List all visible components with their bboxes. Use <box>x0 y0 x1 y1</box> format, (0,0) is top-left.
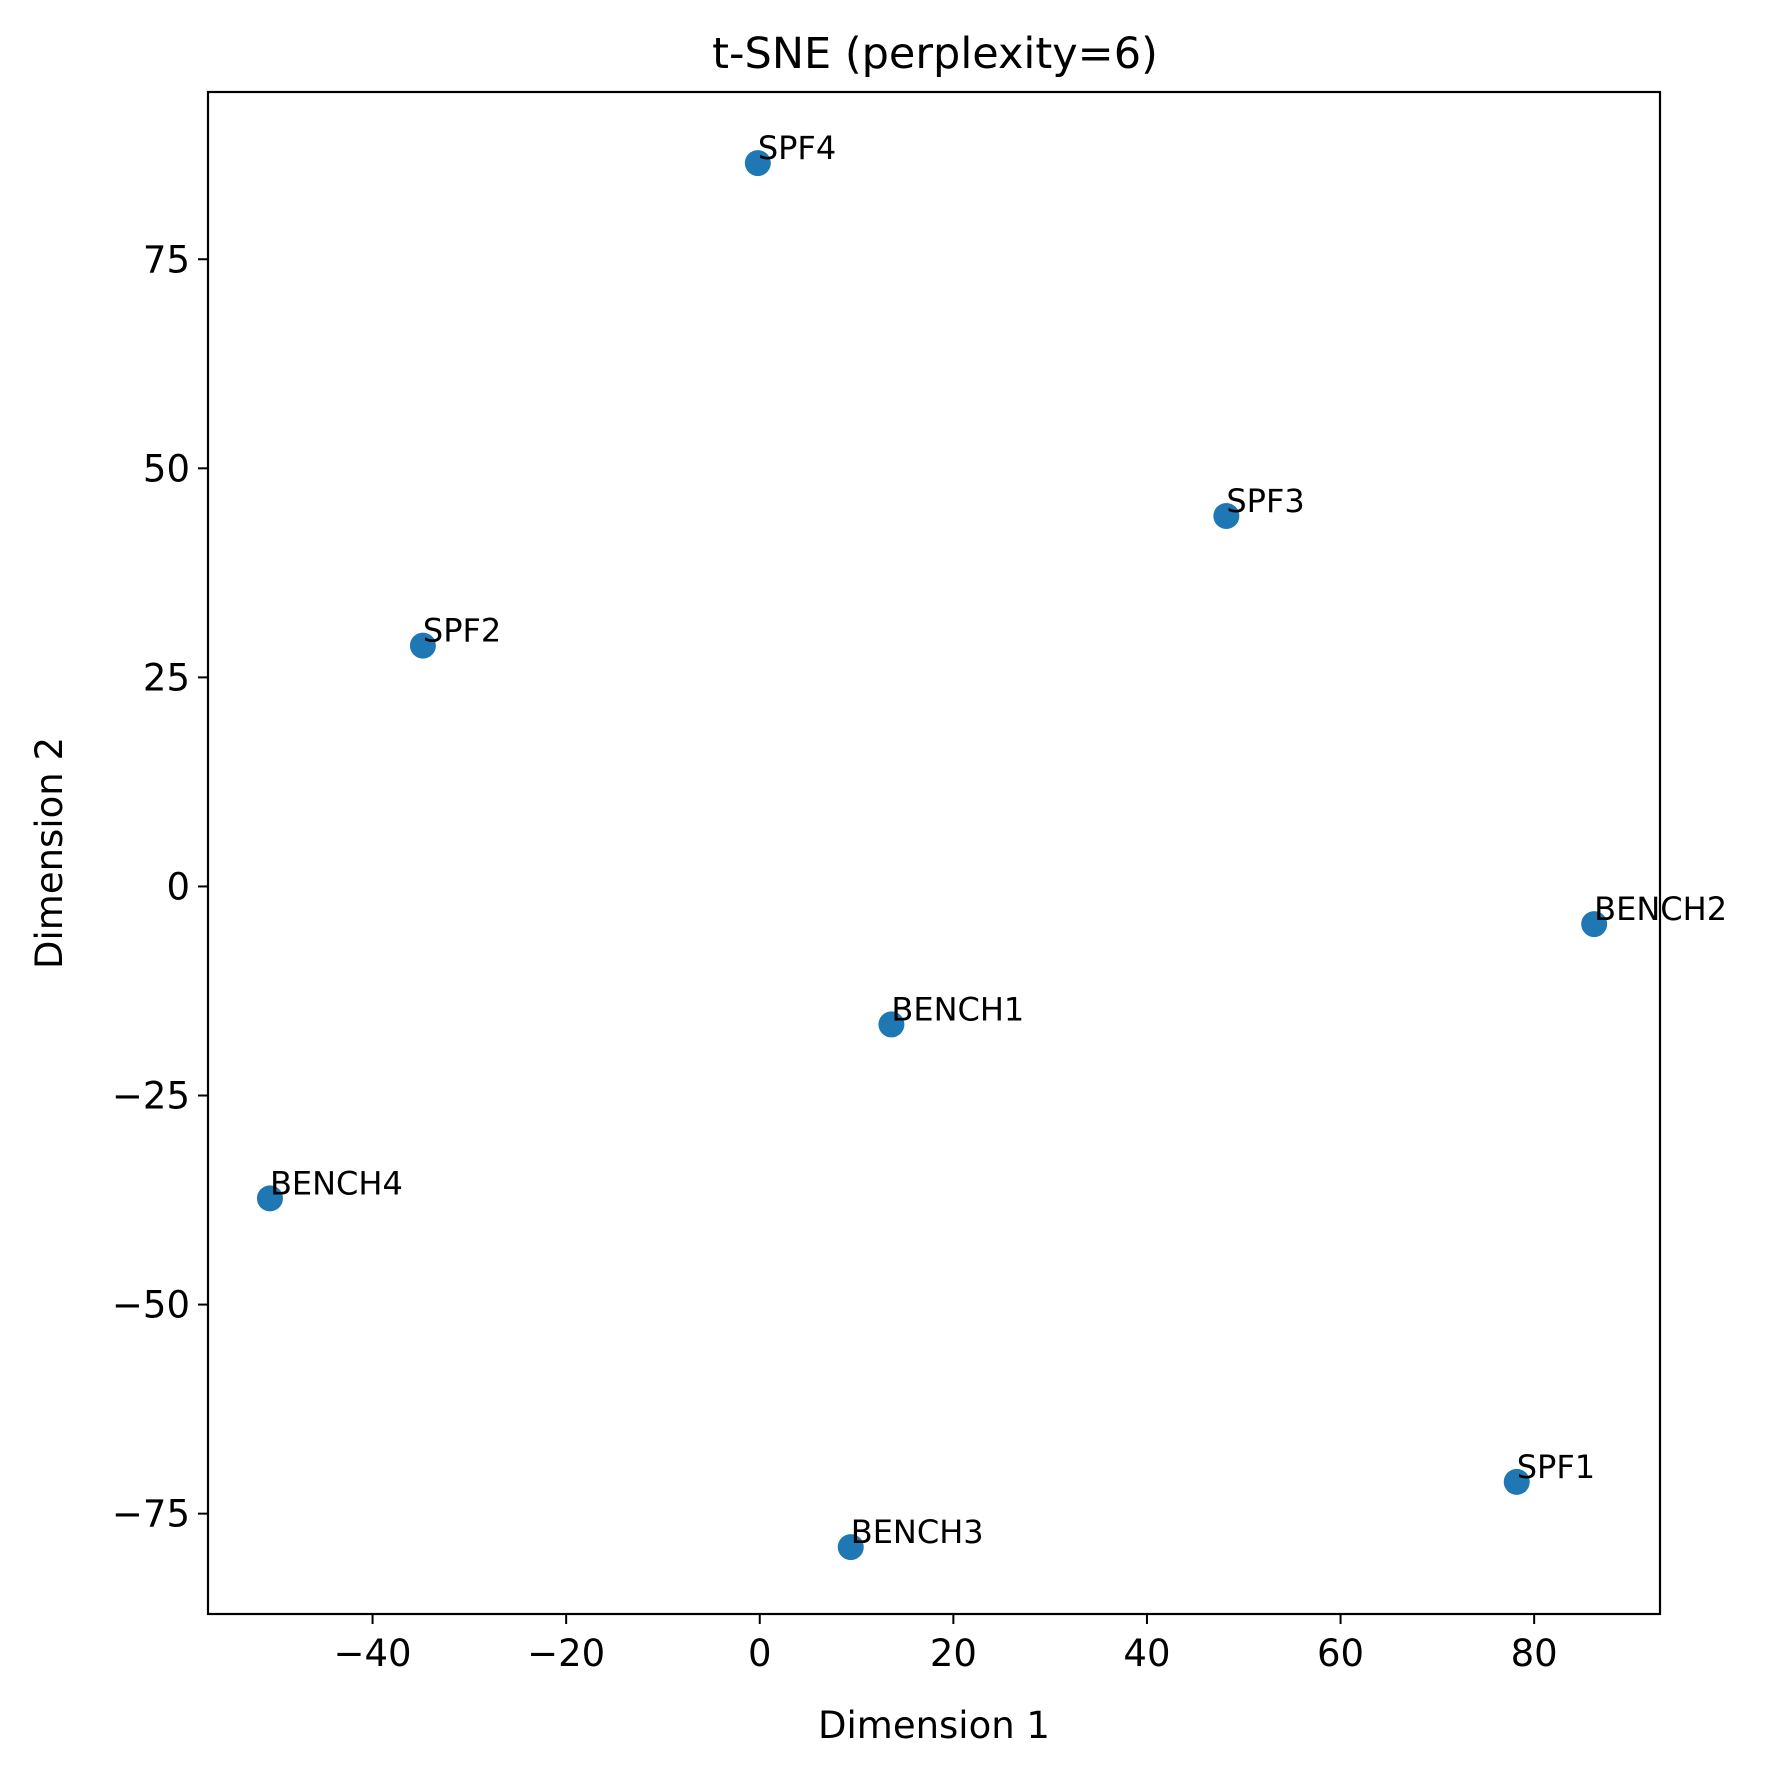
point-label: SPF3 <box>1226 482 1304 520</box>
x-tick-label: 20 <box>930 1632 977 1675</box>
plot-area: SPF4 SPF3 SPF2 BENCH2 BENCH1 BENCH4 SPF1 BENCH3 <box>206 90 1727 1616</box>
y-tick-label: 75 <box>143 238 190 281</box>
points-layer <box>256 150 1608 1561</box>
x-axis: −40 −20 0 20 40 60 80 <box>334 1614 1558 1675</box>
point-label: SPF1 <box>1517 1448 1595 1486</box>
data-point <box>837 1534 864 1561</box>
data-point <box>878 1011 905 1038</box>
y-tick-label: −50 <box>112 1284 190 1327</box>
point-label: BENCH3 <box>851 1513 984 1551</box>
y-tick-label: −75 <box>112 1493 190 1536</box>
y-tick-label: 50 <box>143 447 190 490</box>
data-point <box>1581 911 1608 938</box>
point-labels-layer: SPF4 SPF3 SPF2 BENCH2 BENCH1 BENCH4 SPF1 BENCH3 <box>270 129 1727 1551</box>
x-tick-label: −40 <box>334 1632 412 1675</box>
y-tick-label: −25 <box>112 1075 190 1118</box>
x-tick-label: 80 <box>1511 1632 1558 1675</box>
axes-frame <box>206 90 1662 1616</box>
point-label: BENCH2 <box>1594 890 1727 928</box>
data-point <box>1213 502 1240 529</box>
data-point <box>1503 1468 1530 1495</box>
point-label: BENCH1 <box>891 990 1024 1028</box>
y-tick-label: 25 <box>143 656 190 699</box>
chart-title: t-SNE (perplexity=6) <box>712 29 1158 79</box>
data-point <box>744 150 771 177</box>
point-label: BENCH4 <box>270 1164 403 1202</box>
x-tick-label: 40 <box>1123 1632 1170 1675</box>
point-label: SPF4 <box>758 129 836 167</box>
data-point <box>256 1185 283 1212</box>
x-tick-label: 0 <box>748 1632 772 1675</box>
x-axis-label: Dimension 1 <box>818 1704 1050 1747</box>
data-point <box>409 632 436 659</box>
y-axis-label: Dimension 2 <box>28 737 71 969</box>
x-tick-label: 60 <box>1317 1632 1364 1675</box>
point-label: SPF2 <box>423 612 501 650</box>
y-axis: −75 −50 −25 0 25 50 75 <box>112 238 208 1536</box>
y-tick-label: 0 <box>166 865 190 908</box>
x-tick-label: −20 <box>527 1632 605 1675</box>
